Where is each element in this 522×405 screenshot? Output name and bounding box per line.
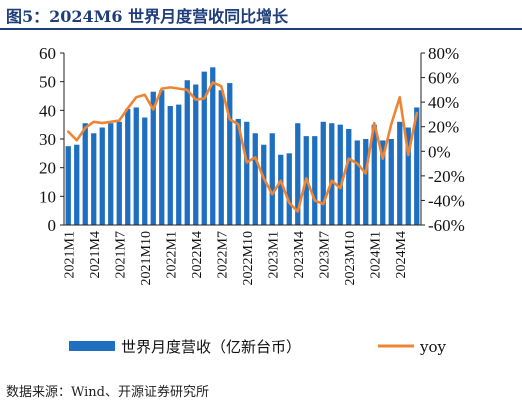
bar [278, 154, 284, 225]
x-tick-label: 2022M4 [190, 231, 205, 278]
bar [329, 123, 335, 225]
bar [363, 139, 369, 225]
x-tick-label: 2022M10 [241, 231, 256, 285]
left-tick-label: 20 [39, 159, 56, 178]
bar [261, 144, 267, 225]
bar [286, 153, 292, 225]
bar [312, 136, 318, 225]
bar [295, 123, 301, 225]
bar [244, 121, 250, 225]
left-tick-label: 30 [39, 130, 56, 149]
x-tick-label: 2021M1 [62, 231, 77, 278]
bar [354, 140, 360, 225]
bar [397, 121, 403, 225]
right-tick-label: 60% [428, 69, 459, 88]
bar [388, 139, 394, 225]
bar [252, 133, 258, 225]
bar [65, 146, 71, 225]
x-tick-label: 2023M4 [292, 231, 307, 278]
bar [218, 90, 224, 226]
bar [150, 91, 156, 225]
right-tick-label: -20% [428, 167, 465, 186]
right-tick-label: -40% [428, 191, 465, 210]
bar [320, 121, 326, 225]
x-tick-label: 2023M1 [266, 231, 281, 278]
legend-line-label: yoy [419, 338, 447, 356]
x-tick-label: 2022M1 [164, 231, 179, 278]
x-tick-label: 2023M7 [317, 231, 332, 278]
bar [405, 127, 411, 225]
data-source-note: 数据来源：Wind、开源证券研究所 [6, 385, 209, 400]
legend-bar-swatch [69, 341, 115, 351]
right-tick-label: 0% [428, 142, 451, 161]
bar [108, 123, 114, 225]
bar [82, 123, 88, 225]
left-tick-label: 60 [39, 44, 56, 63]
x-tick-label: 2023M10 [343, 231, 358, 285]
bar [201, 71, 207, 225]
x-tick-label: 2024M1 [368, 231, 383, 278]
bar [159, 90, 165, 226]
bar [74, 144, 80, 225]
bar [371, 124, 377, 225]
bar [380, 140, 386, 225]
bar [142, 117, 148, 225]
bar [193, 84, 199, 225]
bar [235, 118, 241, 225]
bar [337, 124, 343, 225]
left-tick-label: 50 [39, 73, 56, 92]
bar [167, 106, 173, 225]
bar [414, 107, 420, 225]
right-tick-label: -60% [428, 216, 465, 235]
left-tick-label: 10 [39, 187, 56, 206]
legend-bar-label: 世界月度营收（亿新台币） [121, 338, 301, 356]
right-tick-label: 80% [428, 44, 459, 63]
bar [125, 108, 131, 225]
title-divider [0, 28, 522, 30]
x-tick-label: 2021M7 [113, 231, 128, 278]
chart: 0 10 20 30 40 50 60 -60% -40% -20% 0% 20% 40% 60% 80% 2… [39, 44, 465, 356]
bar [269, 133, 275, 225]
x-tick-label: 2021M10 [139, 231, 154, 285]
bar [91, 133, 97, 225]
left-tick-label: 0 [48, 216, 57, 235]
bar [133, 107, 139, 225]
x-tick-label: 2024M4 [394, 231, 409, 278]
bar [99, 127, 105, 225]
bar [210, 67, 216, 225]
left-tick-label: 40 [39, 101, 56, 120]
bar [116, 121, 122, 225]
yoy-line [66, 81, 419, 213]
chart-title: 图5：2024M6 世界月度营收同比增长 [6, 7, 289, 26]
right-tick-label: 20% [428, 118, 459, 137]
right-tick-label: 40% [428, 93, 459, 112]
x-tick-label: 2022M7 [215, 231, 230, 278]
bar [346, 128, 352, 225]
bar [176, 104, 182, 225]
bar [184, 80, 190, 225]
x-tick-label: 2021M4 [88, 231, 103, 278]
bar [227, 83, 233, 225]
